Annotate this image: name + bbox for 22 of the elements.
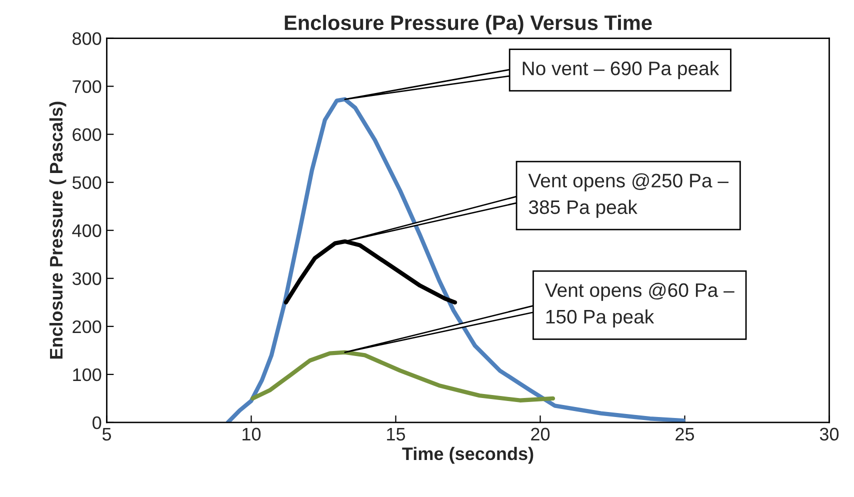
- y-tick-label: 200: [72, 320, 102, 334]
- annotation: No vent – 690 Pa peak: [522, 61, 720, 80]
- x-tick-label: 10: [242, 428, 261, 441]
- annotation: Vent opens @60 Pa – 150 Pa peak: [544, 282, 734, 328]
- y-tick-label: 100: [73, 368, 102, 382]
- annotation: Vent opens @250 Pa – 385 Pa peak: [528, 173, 728, 218]
- y-tick-label: 700: [72, 80, 102, 94]
- y-tick-label: 300: [72, 272, 102, 286]
- x-tick-label: 25: [676, 428, 694, 441]
- x-tick-label: 20: [531, 428, 550, 441]
- line-series: [250, 350, 556, 402]
- y-tick-label: 0: [92, 416, 102, 430]
- chart-title: Enclosure Pressure (Pa) Versus Time: [284, 14, 652, 34]
- y-tick-label: 500: [72, 176, 102, 190]
- y-tick-label: 800: [72, 32, 102, 45]
- x-tick-label: 30: [820, 428, 839, 441]
- y-axis-title: Enclosure Pressure ( Pascals): [49, 102, 66, 359]
- x-tick-label: 15: [387, 428, 406, 441]
- y-tick-label: 400: [72, 224, 102, 238]
- x-axis-title: Time (seconds): [402, 446, 534, 464]
- y-tick-label: 600: [72, 128, 102, 142]
- x-tick-label: 5: [102, 428, 112, 441]
